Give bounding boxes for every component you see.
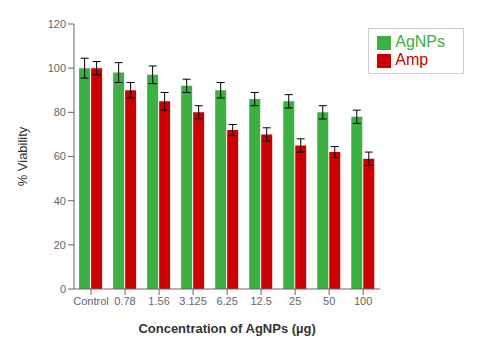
svg-text:25: 25 (289, 295, 301, 307)
svg-text:40: 40 (54, 195, 66, 207)
svg-text:120: 120 (48, 18, 66, 30)
svg-text:12.5: 12.5 (250, 295, 271, 307)
svg-text:% Viability: % Viability (15, 126, 30, 186)
svg-text:60: 60 (54, 150, 66, 162)
svg-text:0.78: 0.78 (114, 295, 135, 307)
svg-text:6.25: 6.25 (216, 295, 237, 307)
svg-text:1.56: 1.56 (148, 295, 169, 307)
html-text:Amp: Amp (395, 51, 429, 68)
svg-text:80: 80 (54, 106, 66, 118)
svg-text:3.125: 3.125 (179, 295, 207, 307)
svg-text:20: 20 (54, 239, 66, 251)
svg-text:Concentration of AgNPs (µg): Concentration of AgNPs (µg) (138, 321, 315, 336)
svg-text:100: 100 (48, 62, 66, 74)
svg-text:100: 100 (354, 295, 372, 307)
svg-text:50: 50 (323, 295, 335, 307)
svg-text:Control: Control (73, 295, 108, 307)
html-text:AgNPs: AgNPs (395, 33, 445, 50)
svg-text:0: 0 (60, 283, 66, 295)
